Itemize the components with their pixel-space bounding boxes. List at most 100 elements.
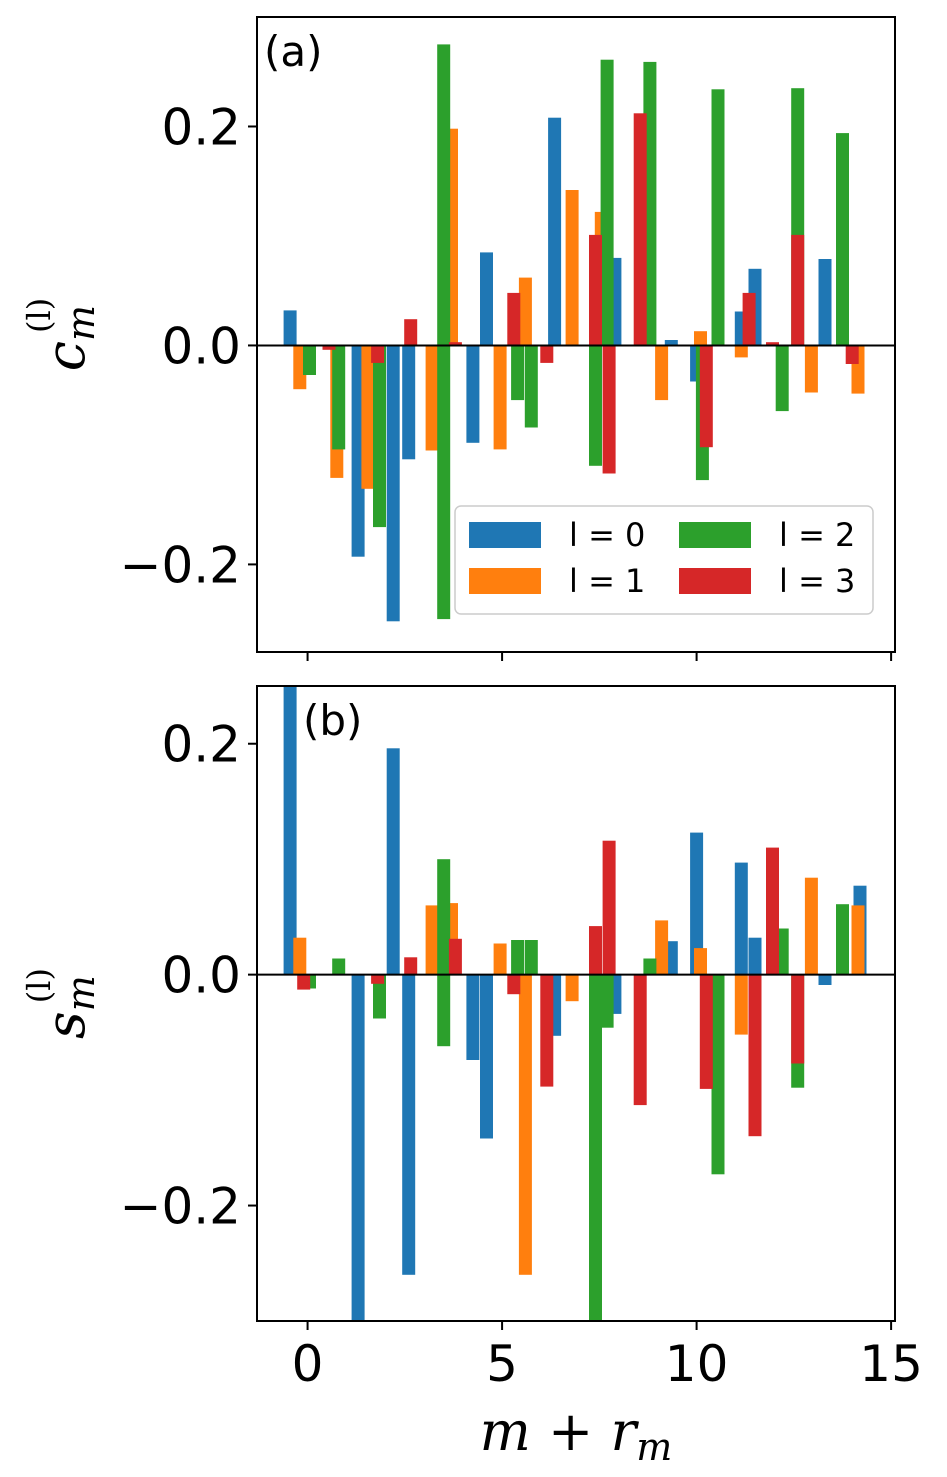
bar-series-0-12: [818, 259, 832, 346]
bar-series-3-2: [404, 319, 418, 346]
xtick-label-1: 5: [486, 1335, 518, 1393]
legend-swatch-2: [469, 568, 541, 594]
bar-series-1-4: [518, 974, 532, 1275]
bar-series-0-2: [386, 748, 400, 975]
bar-series-3-1: [371, 974, 385, 984]
bar-series-0-0: [283, 310, 297, 346]
bar-series-3-6: [589, 234, 602, 346]
bar-series-0-12: [818, 974, 832, 985]
bar-series-1-5: [565, 974, 579, 1002]
bar-series-2-6: [524, 940, 538, 975]
bar-series-3-10: [748, 974, 762, 1137]
bar-series-1-11: [734, 345, 748, 358]
bar-series-3-12: [791, 974, 805, 1064]
bar-series-0-5: [480, 974, 493, 1139]
bar-series-2-8: [600, 974, 614, 1028]
bar-series-3-4: [507, 974, 521, 995]
bar-series-3-9: [699, 345, 713, 448]
bar-series-2-4: [437, 974, 451, 1047]
bar-series-1-6: [518, 277, 532, 346]
bar-series-2-1: [332, 345, 346, 450]
bar-series-2-13: [836, 904, 849, 975]
bar-series-3-11: [766, 847, 779, 975]
bar-series-3-7: [602, 840, 616, 975]
legend-label-0: l = 0: [569, 516, 645, 554]
bar-series-1-3: [425, 345, 439, 451]
bar-series-2-9: [643, 958, 657, 975]
bar-series-3-10: [742, 292, 756, 346]
bar-series-2-10: [711, 974, 725, 1175]
bar-series-2-2: [373, 974, 386, 1019]
y-axis-label: cm(l): [20, 298, 103, 372]
bar-series-2-4: [437, 345, 451, 620]
legend-label-1: l = 2: [779, 516, 855, 554]
ytick-label-2: 0.2: [161, 716, 241, 774]
xtick-label-0: 0: [292, 1335, 324, 1393]
bar-series-2-1: [332, 958, 346, 975]
bar-series-2-3: [437, 859, 451, 975]
bar-series-2-3: [437, 44, 451, 346]
bar-series-0-6: [548, 117, 562, 346]
bar-series-1-10: [851, 905, 865, 975]
bar-series-0-0: [283, 686, 297, 975]
bar-series-2-6: [524, 345, 538, 428]
bar-series-1-1: [425, 905, 439, 975]
bar-series-3-2: [404, 957, 418, 975]
bar-series-0-4: [466, 345, 480, 443]
bar-series-1-0: [293, 937, 307, 975]
bar-series-0-1: [351, 345, 365, 557]
panel-b: −0.2 0.0 0.2 0 5 10 15 (b) sm(l) m + rm: [20, 685, 923, 1469]
bar-series-2-8: [600, 59, 614, 346]
bar-series-1-10: [694, 331, 707, 346]
legend-label-3: l = 3: [779, 562, 855, 600]
bar-series-3-0: [322, 345, 336, 350]
ytick-label-2: 0.2: [161, 98, 241, 156]
bar-series-3-1: [371, 345, 385, 363]
legend-swatch-1: [679, 522, 751, 548]
ytick-label-1: 0.0: [161, 947, 241, 1005]
bars: [283, 44, 865, 622]
bar-series-3-12: [791, 234, 805, 346]
bar-series-0-1: [351, 974, 365, 1321]
x-axis-label: m + rm: [480, 1400, 673, 1469]
legend-box: [454, 505, 874, 615]
bar-series-1-12: [804, 345, 818, 393]
ytick-label-0: −0.2: [120, 1178, 241, 1236]
legend: l = 0 l = 2 l = 1 l = 3: [454, 505, 874, 615]
xtick-label-3: 15: [859, 1335, 923, 1393]
bar-series-1-5: [493, 345, 507, 450]
ytick-label-1: 0.0: [161, 317, 241, 375]
bar-series-2-11: [711, 89, 725, 346]
bar-series-0-11: [748, 937, 762, 975]
bar-series-0-10: [734, 862, 748, 975]
bar-series-1-3: [493, 943, 507, 975]
bar-series-0-2: [386, 345, 400, 622]
panel-a: −0.2 0.0 0.2 (a) cm(l) l = 0 l = 2 l = 1 l = 3: [20, 16, 896, 661]
bar-series-3-6: [589, 926, 602, 975]
bar-series-1-9: [655, 345, 669, 401]
bar-series-1-7: [694, 948, 707, 975]
xtick-label-2: 10: [665, 1335, 729, 1393]
bar-series-3-7: [602, 345, 616, 474]
bars: [283, 686, 867, 1321]
bar-series-3-4: [507, 292, 521, 346]
bar-series-0-8: [664, 340, 678, 346]
bar-series-3-5: [540, 974, 554, 1087]
bar-series-2-5: [511, 345, 525, 401]
bar-series-3-11: [766, 342, 779, 346]
y-axis-label: sm(l): [20, 968, 103, 1039]
bar-series-3-8: [633, 974, 647, 1106]
legend-label-2: l = 1: [569, 562, 645, 600]
panel-label: (a): [264, 27, 323, 76]
bar-series-0-3: [402, 974, 416, 1275]
bar-series-1-8: [734, 974, 748, 1035]
bar-series-0-5: [480, 252, 493, 346]
bar-series-2-14: [836, 133, 849, 346]
bar-series-1-9: [804, 877, 818, 975]
legend-swatch-0: [469, 522, 541, 548]
bar-series-1-6: [655, 920, 669, 975]
panel-label: (b): [303, 696, 362, 745]
bar-series-3-9: [699, 974, 713, 1089]
axes-frame: [256, 16, 896, 653]
